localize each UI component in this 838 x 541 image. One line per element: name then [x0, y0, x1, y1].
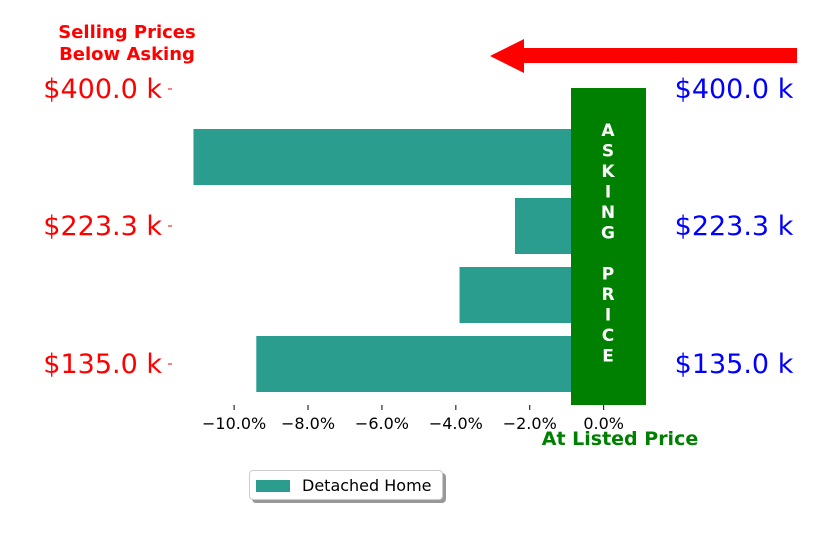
x-tick-label-3: −4.0% [429, 414, 483, 433]
legend: Detached Home [249, 470, 443, 500]
right-tick-label-1: $223.3 k [675, 211, 794, 242]
legend-label: Detached Home [302, 476, 432, 495]
left-arrow [490, 39, 797, 73]
left-arrow-shaft [522, 48, 797, 63]
left-tick-label-0: $135.0 k [43, 349, 162, 380]
left-tick-label-1: $223.3 k [43, 211, 162, 242]
band-letter-1: S [602, 142, 614, 162]
bars-layer [193, 129, 604, 392]
band-letter-9: I [605, 306, 611, 326]
x-axis-ticks: −10.0% −8.0% −6.0% −4.0% −2.0% 0.0% [202, 405, 624, 433]
x-tick-label-1: −8.0% [281, 414, 335, 433]
x-tick-label-4: −2.0% [503, 414, 557, 433]
top-left-annotation-line1: Selling Prices [58, 22, 195, 43]
x-tick-label-2: −6.0% [355, 414, 409, 433]
top-left-annotation-line2: Below Asking [59, 44, 195, 65]
right-tick-label-2: $400.0 k [675, 74, 794, 105]
band-letter-7: P [602, 265, 614, 285]
legend-swatch [256, 480, 290, 492]
bar-3 [193, 129, 604, 185]
at-listed-price-label: At Listed Price [542, 428, 698, 450]
left-tick-labels: $135.0 k $223.3 k $400.0 k [43, 74, 172, 380]
band-letter-2: K [601, 162, 615, 182]
right-tick-labels: $135.0 k $223.3 k $400.0 k [675, 74, 794, 380]
band-letter-11: E [602, 347, 614, 367]
x-tick-label-0: −10.0% [202, 414, 266, 433]
left-arrow-head [490, 39, 524, 73]
bar-0 [256, 336, 604, 392]
asking-price-band [571, 88, 646, 405]
x-tick-label-5: 0.0% [583, 414, 624, 433]
left-tick-label-2: $400.0 k [43, 74, 162, 105]
band-letter-8: R [601, 285, 614, 305]
band-letter-10: C [602, 326, 614, 346]
right-tick-label-0: $135.0 k [675, 349, 794, 380]
band-letter-0: A [601, 121, 615, 141]
band-letter-5: G [601, 224, 615, 244]
band-letter-4: N [601, 203, 615, 223]
band-letter-3: I [605, 183, 611, 203]
